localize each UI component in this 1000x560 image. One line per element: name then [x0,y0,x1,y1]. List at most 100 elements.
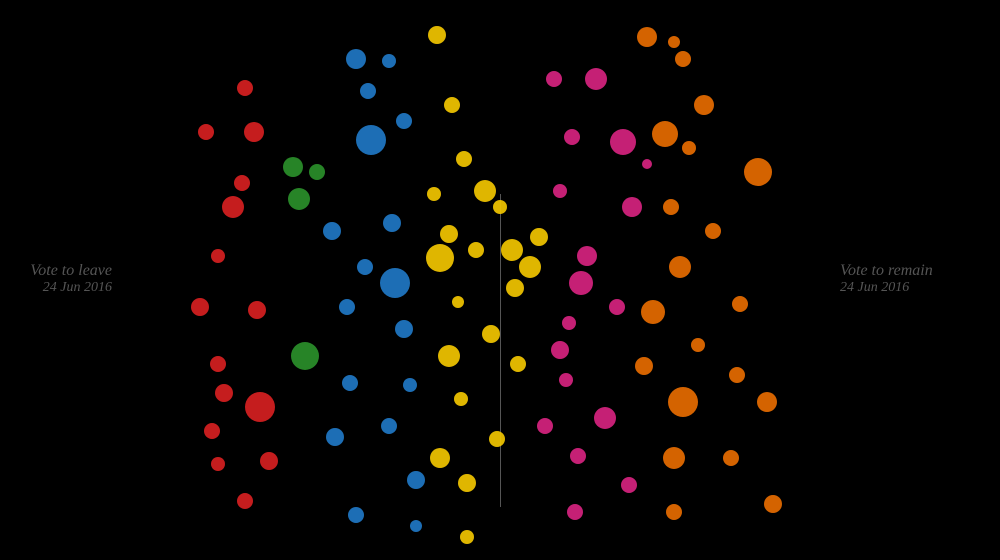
data-point[interactable] [234,175,250,191]
data-point[interactable] [705,223,721,239]
data-point[interactable] [585,68,607,90]
data-point[interactable] [248,301,266,319]
data-point[interactable] [428,26,446,44]
data-point[interactable] [260,452,278,470]
data-point[interactable] [530,228,548,246]
data-point[interactable] [444,97,460,113]
data-point[interactable] [663,447,685,469]
data-point[interactable] [283,157,303,177]
data-point[interactable] [237,493,253,509]
data-point[interactable] [452,296,464,308]
data-point[interactable] [682,141,696,155]
data-point[interactable] [474,180,496,202]
data-point[interactable] [357,259,373,275]
data-point[interactable] [642,159,652,169]
data-point[interactable] [211,457,225,471]
data-point[interactable] [237,80,253,96]
data-point[interactable] [191,298,209,316]
data-point[interactable] [569,271,593,295]
center-axis [500,194,501,507]
data-point[interactable] [553,184,567,198]
data-point[interactable] [198,124,214,140]
data-point[interactable] [691,338,705,352]
data-point[interactable] [215,384,233,402]
data-point[interactable] [637,27,657,47]
data-point[interactable] [339,299,355,315]
data-point[interactable] [652,121,678,147]
data-point[interactable] [610,129,636,155]
data-point[interactable] [395,320,413,338]
data-point[interactable] [426,244,454,272]
data-point[interactable] [407,471,425,489]
data-point[interactable] [562,316,576,330]
data-point[interactable] [519,256,541,278]
data-point[interactable] [460,530,474,544]
data-point[interactable] [609,299,625,315]
data-point[interactable] [380,268,410,298]
data-point[interactable] [757,392,777,412]
data-point[interactable] [244,122,264,142]
data-point[interactable] [723,450,739,466]
data-point[interactable] [506,279,524,297]
data-point[interactable] [537,418,553,434]
data-point[interactable] [204,423,220,439]
data-point[interactable] [430,448,450,468]
data-point[interactable] [501,239,523,261]
data-point[interactable] [567,504,583,520]
data-point[interactable] [458,474,476,492]
data-point[interactable] [663,199,679,215]
data-point[interactable] [454,392,468,406]
data-point[interactable] [622,197,642,217]
data-point[interactable] [323,222,341,240]
data-point[interactable] [489,431,505,447]
data-point[interactable] [222,196,244,218]
data-point[interactable] [764,495,782,513]
data-point[interactable] [729,367,745,383]
data-point[interactable] [440,225,458,243]
data-point[interactable] [669,256,691,278]
data-point[interactable] [732,296,748,312]
data-point[interactable] [360,83,376,99]
data-point[interactable] [288,188,310,210]
data-point[interactable] [510,356,526,372]
data-point[interactable] [493,200,507,214]
data-point[interactable] [570,448,586,464]
data-point[interactable] [456,151,472,167]
data-point[interactable] [744,158,772,186]
data-point[interactable] [482,325,500,343]
data-point[interactable] [309,164,325,180]
data-point[interactable] [635,357,653,375]
data-point[interactable] [621,477,637,493]
data-point[interactable] [551,341,569,359]
data-point[interactable] [577,246,597,266]
data-point[interactable] [668,387,698,417]
data-point[interactable] [346,49,366,69]
data-point[interactable] [382,54,396,68]
data-point[interactable] [559,373,573,387]
data-point[interactable] [381,418,397,434]
data-point[interactable] [675,51,691,67]
data-point[interactable] [564,129,580,145]
data-point[interactable] [668,36,680,48]
data-point[interactable] [438,345,460,367]
data-point[interactable] [342,375,358,391]
data-point[interactable] [326,428,344,446]
data-point[interactable] [410,520,422,532]
data-point[interactable] [666,504,682,520]
data-point[interactable] [427,187,441,201]
data-point[interactable] [546,71,562,87]
data-point[interactable] [383,214,401,232]
data-point[interactable] [694,95,714,115]
data-point[interactable] [245,392,275,422]
data-point[interactable] [348,507,364,523]
data-point[interactable] [594,407,616,429]
data-point[interactable] [210,356,226,372]
data-point[interactable] [211,249,225,263]
data-point[interactable] [403,378,417,392]
data-point[interactable] [396,113,412,129]
axis-label-remain-line1: Vote to remain [840,262,1000,280]
data-point[interactable] [468,242,484,258]
data-point[interactable] [291,342,319,370]
data-point[interactable] [356,125,386,155]
data-point[interactable] [641,300,665,324]
